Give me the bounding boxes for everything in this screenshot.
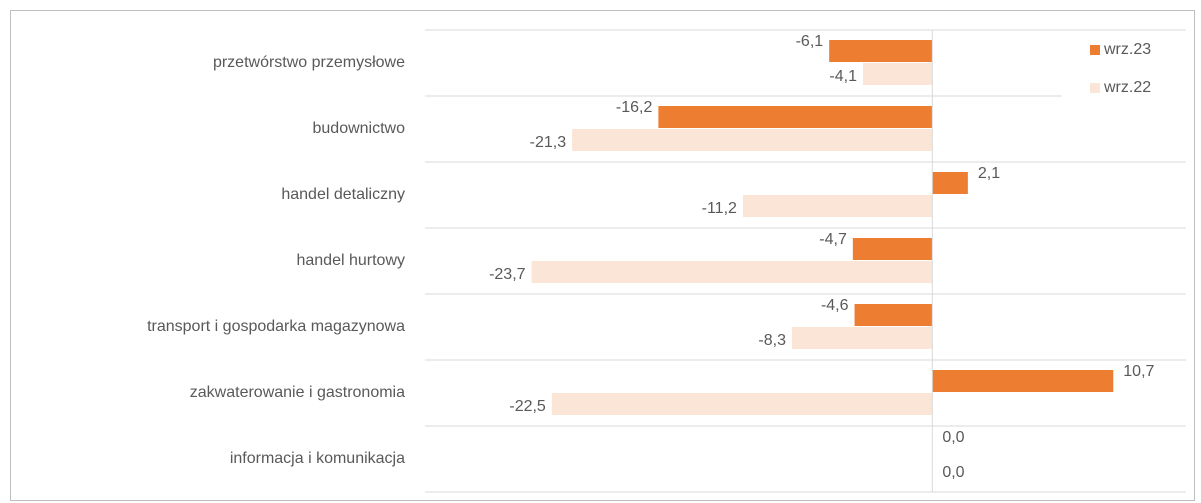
bar	[742, 195, 933, 217]
value-label: -4,1	[829, 68, 857, 85]
bar	[658, 106, 933, 128]
y-tick-label: handel detaliczny	[281, 186, 405, 203]
value-label: -23,7	[489, 266, 526, 283]
value-label: -16,2	[616, 99, 653, 116]
y-tick-label: budownictwo	[313, 120, 406, 137]
y-tick-label: handel hurtowy	[296, 252, 405, 269]
legend-swatch	[1090, 83, 1100, 93]
y-tick-label: informacja i komunikacja	[230, 450, 405, 467]
bar	[551, 393, 933, 415]
value-label: -4,7	[819, 231, 847, 248]
value-label: -4,6	[821, 297, 849, 314]
bar	[572, 129, 933, 151]
bar	[932, 172, 968, 194]
y-tick-label: przetwórstwo przemysłowe	[213, 54, 405, 71]
bar	[829, 40, 933, 62]
bar	[531, 261, 933, 283]
value-label: 10,7	[1123, 363, 1154, 380]
value-label: -6,1	[796, 33, 824, 50]
value-label: -21,3	[530, 134, 567, 151]
legend-label: wrz.22	[1103, 79, 1151, 96]
legend-label: wrz.23	[1103, 41, 1151, 58]
y-tick-label: zakwaterowanie i gastronomia	[190, 384, 405, 401]
value-label: 0,0	[942, 464, 964, 481]
value-label: 0,0	[942, 429, 964, 446]
value-label: 2,1	[978, 165, 1000, 182]
bar	[932, 370, 1114, 392]
value-label: -11,2	[702, 200, 737, 217]
bar	[862, 63, 933, 85]
chart-frame	[10, 10, 1195, 501]
y-tick-label: transport i gospodarka magazynowa	[147, 318, 405, 335]
legend-swatch	[1090, 45, 1100, 55]
value-label: -22,5	[509, 398, 546, 415]
bar	[791, 327, 933, 349]
bar	[854, 304, 933, 326]
bar	[852, 238, 933, 260]
value-label: -8,3	[758, 332, 786, 349]
legend-box	[1062, 35, 1188, 105]
